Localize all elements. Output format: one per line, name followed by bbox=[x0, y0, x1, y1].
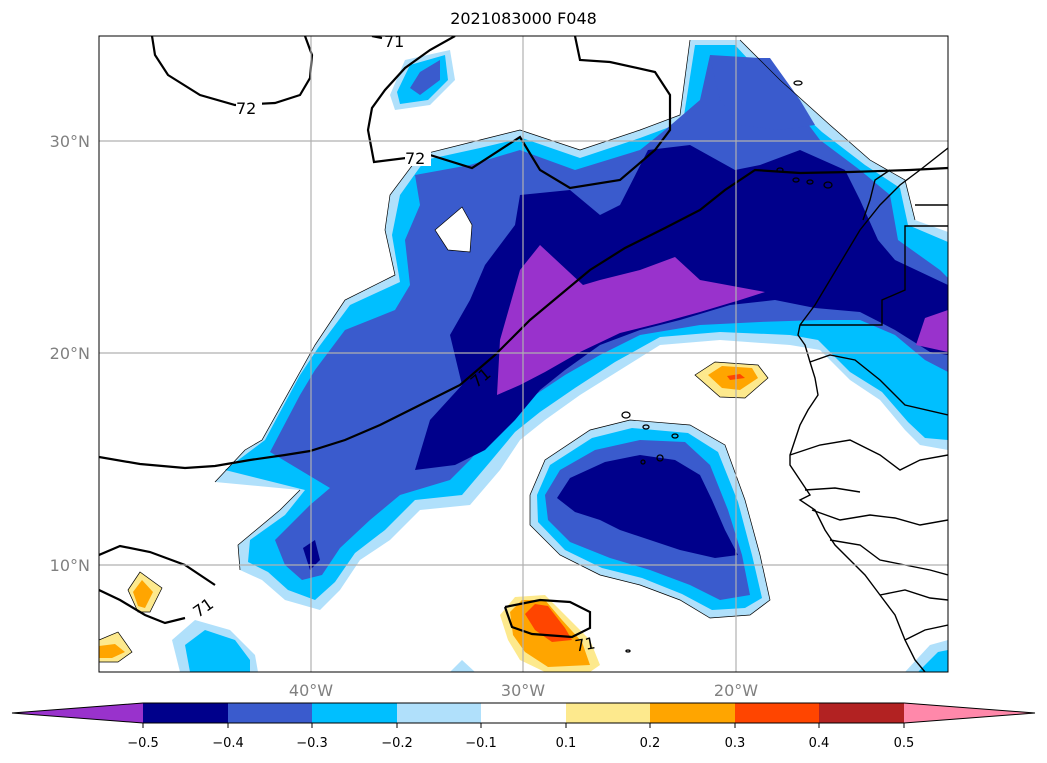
bottom-light bbox=[450, 660, 475, 672]
colorbar-ticks: −0.5 −0.4 −0.3 −0.2 −0.1 0.1 0.2 0.3 0.4… bbox=[127, 723, 914, 751]
colorbar-tick-label: 0.1 bbox=[556, 736, 577, 751]
sw-blob-sky bbox=[185, 630, 250, 672]
colorbar-bin-6 bbox=[566, 703, 650, 723]
lat-label-10n: 10°N bbox=[50, 556, 90, 575]
border-morocco bbox=[862, 169, 948, 221]
colorbar-tick-label: 0.5 bbox=[894, 736, 915, 751]
colorbar-bin-8 bbox=[735, 703, 819, 723]
colorbar-bin-9 bbox=[819, 703, 904, 723]
colorbar-tick-label: −0.2 bbox=[381, 736, 413, 751]
contour-label-72-nw: 72 bbox=[236, 99, 256, 118]
colorbar bbox=[11, 702, 1036, 724]
contour-71-s bbox=[503, 598, 592, 639]
pos-blob-sw-orange bbox=[99, 644, 125, 658]
colorbar-tick-label: −0.5 bbox=[127, 736, 159, 751]
lon-label-30w: 30°W bbox=[501, 681, 545, 700]
colorbar-tick-label: 0.3 bbox=[725, 736, 746, 751]
colorbar-tick-label: 0.4 bbox=[809, 736, 830, 751]
pos-blob-w-orange bbox=[133, 580, 153, 608]
contour-72-n bbox=[366, 36, 672, 190]
purple-east bbox=[916, 310, 948, 352]
colorbar-tick-label: 0.2 bbox=[640, 736, 661, 751]
blob-north-royal bbox=[410, 60, 440, 95]
border-mauritania-mali bbox=[809, 354, 948, 416]
colorbar-bin-7 bbox=[650, 703, 735, 723]
se-corner-sky bbox=[918, 650, 948, 672]
filled-contours: 71 72 72 71 71 71 bbox=[99, 32, 948, 672]
contour-71-main bbox=[99, 166, 948, 470]
canary-islands bbox=[776, 80, 833, 189]
colorbar-bin-4 bbox=[397, 703, 481, 723]
pos-blob-s-red bbox=[525, 604, 572, 642]
colorbar-tick-label: −0.3 bbox=[296, 736, 328, 751]
colorbar-tick-label: −0.4 bbox=[212, 736, 244, 751]
gridlines bbox=[99, 36, 948, 672]
height-contours bbox=[99, 36, 948, 639]
colorbar-bin-2 bbox=[228, 703, 312, 723]
contour-label-71-s: 71 bbox=[573, 633, 596, 655]
border-west-sahara bbox=[800, 225, 948, 326]
colorbar-bin-1 bbox=[143, 703, 228, 723]
lat-label-20n: 20°N bbox=[50, 344, 90, 363]
colorbar-extend-high bbox=[904, 703, 1035, 723]
contour-label-71-top: 71 bbox=[384, 32, 404, 51]
contour-label-72-n: 72 bbox=[405, 149, 425, 168]
band-purple bbox=[497, 245, 765, 395]
colorbar-tick-label: −0.1 bbox=[465, 736, 497, 751]
colorbar-bin-3 bbox=[312, 703, 397, 723]
contour-71-sw bbox=[99, 544, 216, 625]
south-blob-navy bbox=[557, 455, 738, 558]
lat-label-30n: 30°N bbox=[50, 132, 90, 151]
band-edge-line bbox=[214, 39, 916, 619]
contour-72-nw bbox=[150, 36, 314, 107]
hole-white bbox=[434, 206, 473, 253]
lon-label-20w: 20°W bbox=[714, 681, 758, 700]
cape-verde-islands bbox=[621, 411, 679, 653]
lon-label-40w: 40°W bbox=[289, 681, 333, 700]
colorbar-bin-5 bbox=[481, 703, 566, 723]
contour-labels: 71 72 72 71 71 71 bbox=[189, 32, 597, 656]
border-senegal bbox=[789, 439, 948, 641]
colorbar-extend-low bbox=[12, 703, 143, 723]
map-frame bbox=[98, 35, 949, 673]
africa-coastline bbox=[789, 147, 948, 672]
map-title: 2021083000 F048 bbox=[450, 9, 597, 28]
